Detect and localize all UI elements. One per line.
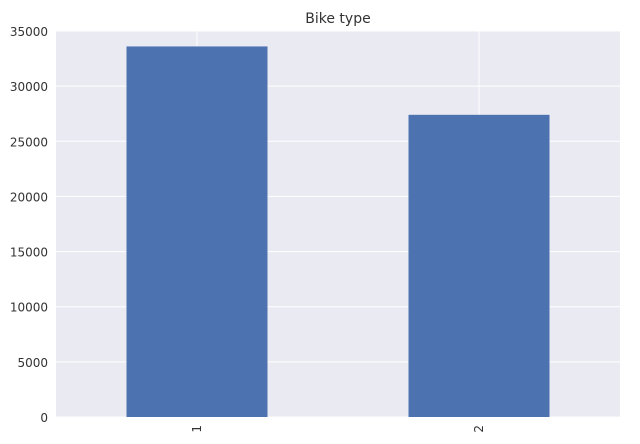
- y-tick-label: 5000: [17, 356, 48, 370]
- bar-2: [408, 114, 550, 418]
- y-tick-label: 30000: [10, 80, 48, 94]
- chart-title: Bike type: [305, 11, 370, 27]
- x-tick-label: 2: [472, 425, 486, 433]
- x-tick-label: 1: [190, 425, 204, 433]
- y-axis-ticks: 0 5000 10000 15000 20000 25000 30000 35000: [10, 25, 48, 425]
- y-tick-label: 20000: [10, 190, 48, 204]
- y-tick-label: 10000: [10, 301, 48, 315]
- bars: [126, 46, 550, 418]
- y-tick-label: 0: [40, 411, 48, 425]
- y-tick-label: 15000: [10, 246, 48, 260]
- y-tick-label: 25000: [10, 135, 48, 149]
- y-tick-label: 35000: [10, 25, 48, 39]
- bar-1: [126, 46, 268, 417]
